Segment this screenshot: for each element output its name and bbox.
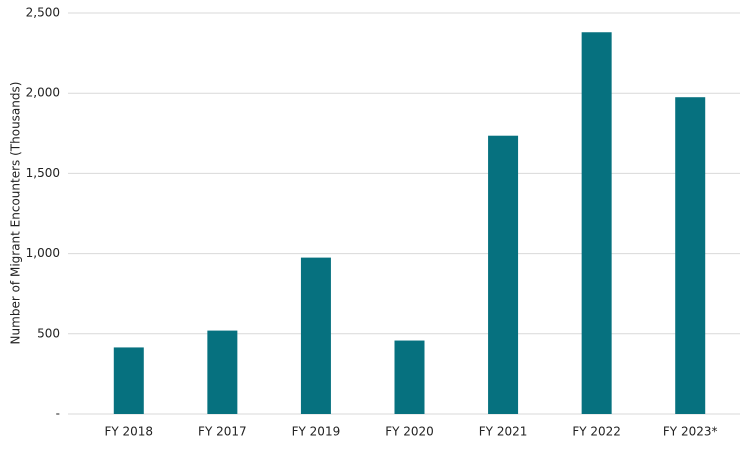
y-tick-label: 1,000 bbox=[26, 246, 60, 260]
bar bbox=[675, 97, 706, 415]
y-tick-label: 2,500 bbox=[26, 6, 60, 20]
y-axis-label: Number of Migrant Encounters (Thousands) bbox=[9, 82, 23, 345]
bar bbox=[488, 135, 519, 414]
x-tick-label: FY 2022 bbox=[572, 425, 621, 439]
y-tick-label: 500 bbox=[37, 326, 60, 340]
bar bbox=[581, 32, 612, 415]
y-tick-label: 1,500 bbox=[26, 166, 60, 180]
x-tick-label: FY 2019 bbox=[292, 425, 341, 439]
bar bbox=[300, 257, 331, 414]
bar bbox=[394, 340, 425, 414]
bar bbox=[207, 330, 238, 414]
y-tick-label: 2,000 bbox=[26, 86, 60, 100]
x-tick-label: FY 2018 bbox=[104, 425, 153, 439]
x-tick-label: FY 2023* bbox=[663, 425, 718, 439]
y-tick-label: - bbox=[56, 407, 60, 421]
x-tick-label: FY 2021 bbox=[479, 425, 528, 439]
bar bbox=[113, 347, 144, 414]
x-tick-label: FY 2017 bbox=[198, 425, 247, 439]
x-tick-label: FY 2020 bbox=[385, 425, 434, 439]
